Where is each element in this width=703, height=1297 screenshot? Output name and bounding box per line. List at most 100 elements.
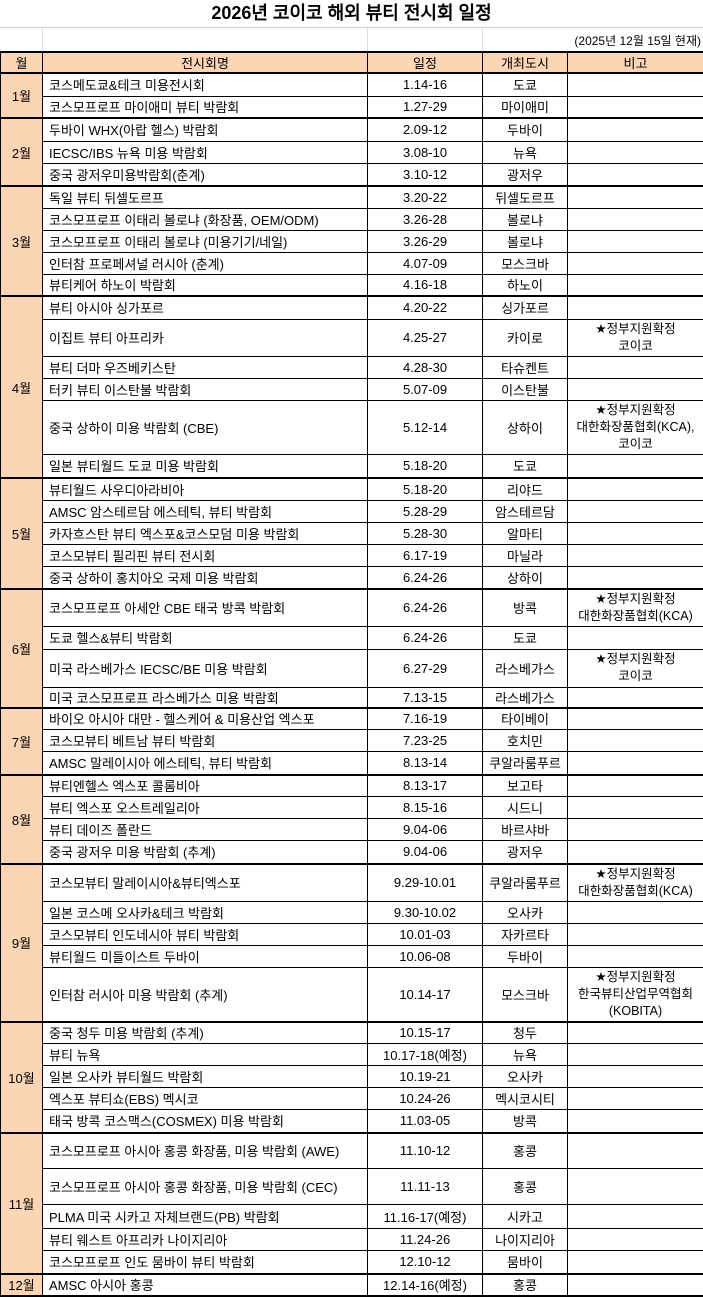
month-cell: 6월 xyxy=(1,589,43,708)
exhibition-note xyxy=(568,841,703,864)
exhibition-date: 4.25-27 xyxy=(368,319,483,356)
exhibition-city: 방콕 xyxy=(483,589,568,626)
exhibition-note xyxy=(568,708,703,730)
exhibition-city: 이스탄불 xyxy=(483,378,568,400)
exhibition-date: 10.15-17 xyxy=(368,1022,483,1044)
exhibition-name: 코스모뷰티 말레이시아&뷰티엑스포 xyxy=(43,864,368,902)
exhibition-name: 일본 뷰티월드 도쿄 미용 박람회 xyxy=(43,454,368,478)
exhibition-city: 방콕 xyxy=(483,1110,568,1133)
exhibition-date: 3.08-10 xyxy=(368,141,483,163)
exhibition-name: 중국 청두 미용 박람회 (추계) xyxy=(43,1022,368,1044)
exhibition-date: 3.10-12 xyxy=(368,163,483,186)
note-line: ★정부지원확정 xyxy=(568,651,703,668)
exhibition-name: 중국 광저우 미용 박람회 (추계) xyxy=(43,841,368,864)
exhibition-name: 일본 오사카 뷰티월드 박람회 xyxy=(43,1066,368,1088)
exhibition-date: 5.18-20 xyxy=(368,454,483,478)
note-line: ★정부지원확정 xyxy=(568,866,703,883)
exhibition-date: 6.17-19 xyxy=(368,544,483,566)
exhibition-name: 코스모뷰티 인도네시아 뷰티 박람회 xyxy=(43,924,368,946)
as-of-date: (2025년 12월 15일 현재) xyxy=(574,32,701,49)
exhibition-name: 인터참 러시아 미용 박람회 (추계) xyxy=(43,968,368,1022)
exhibition-note xyxy=(568,1229,703,1251)
exhibition-note xyxy=(568,687,703,708)
exhibition-note xyxy=(568,626,703,649)
exhibition-name: 바이오 아시아 대만 - 헬스케어 & 미용산업 엑스포 xyxy=(43,708,368,730)
exhibition-note xyxy=(568,1088,703,1110)
exhibition-name: 코스모프로프 아시아 홍콩 화장품, 미용 박람회 (CEC) xyxy=(43,1169,368,1205)
exhibition-name: 뷰티 엑스포 오스트레일리아 xyxy=(43,797,368,819)
exhibition-city: 라스베가스 xyxy=(483,687,568,708)
exhibition-city: 하노이 xyxy=(483,274,568,296)
exhibition-date: 11.16-17(예정) xyxy=(368,1205,483,1229)
exhibition-name: 태국 방콕 코스맥스(COSMEX) 미용 박람회 xyxy=(43,1110,368,1133)
month-cell: 10월 xyxy=(1,1022,43,1133)
exhibition-date: 11.03-05 xyxy=(368,1110,483,1133)
exhibition-note xyxy=(568,1205,703,1229)
exhibition-note xyxy=(568,1169,703,1205)
exhibition-name: 두바이 WHX(아랍 헬스) 박람회 xyxy=(43,118,368,141)
exhibition-date: 10.01-03 xyxy=(368,924,483,946)
exhibition-name: 뷰티 아시아 싱가포르 xyxy=(43,296,368,319)
exhibition-name: 인터참 프로페셔널 러시아 (춘계) xyxy=(43,252,368,274)
exhibition-name: 미국 라스베가스 IECSC/BE 미용 박람회 xyxy=(43,649,368,687)
month-cell: 1월 xyxy=(1,73,43,118)
exhibition-note xyxy=(568,752,703,775)
exhibition-date: 3.26-29 xyxy=(368,230,483,252)
header-row: 월 전시회명 일정 개최도시 비고 xyxy=(1,52,703,73)
exhibition-date: 4.20-22 xyxy=(368,296,483,319)
exhibition-city: 볼로냐 xyxy=(483,208,568,230)
exhibition-name: 이집트 뷰티 아프리카 xyxy=(43,319,368,356)
exhibition-name: 엑스포 뷰티쇼(EBS) 멕시코 xyxy=(43,1088,368,1110)
exhibition-city: 홍콩 xyxy=(483,1169,568,1205)
exhibition-name: 중국 광저우미용박람회(춘계) xyxy=(43,163,368,186)
exhibition-note xyxy=(568,163,703,186)
exhibition-name: 카자흐스탄 뷰티 엑스포&코스모덤 미용 박람회 xyxy=(43,522,368,544)
exhibition-city: 암스테르담 xyxy=(483,500,568,522)
exhibition-note xyxy=(568,378,703,400)
exhibition-city: 오사카 xyxy=(483,902,568,924)
exhibition-note xyxy=(568,1110,703,1133)
exhibition-name: 코스모프로프 인도 뭄바이 뷰티 박람회 xyxy=(43,1251,368,1274)
exhibition-date: 3.20-22 xyxy=(368,186,483,208)
note-line: 대한화장품협회(KCA) xyxy=(568,608,703,625)
note-line: ★정부지원확정 xyxy=(568,591,703,608)
exhibition-name: 터키 뷰티 이스탄불 박람회 xyxy=(43,378,368,400)
exhibition-note xyxy=(568,797,703,819)
exhibition-date: 6.24-26 xyxy=(368,566,483,589)
exhibition-city: 오사카 xyxy=(483,1066,568,1088)
exhibition-city: 뉴욕 xyxy=(483,141,568,163)
exhibition-city: 쿠알라룸푸르 xyxy=(483,752,568,775)
exhibition-note xyxy=(568,566,703,589)
exhibition-city: 뭄바이 xyxy=(483,1251,568,1274)
exhibition-name: 도쿄 헬스&뷰티 박람회 xyxy=(43,626,368,649)
month-cell: 5월 xyxy=(1,478,43,589)
month-cell: 7월 xyxy=(1,708,43,775)
header-month: 월 xyxy=(1,52,43,73)
exhibition-city: 나이지리아 xyxy=(483,1229,568,1251)
exhibition-city: 도쿄 xyxy=(483,454,568,478)
exhibition-name: 독일 뷰티 뒤셀도르프 xyxy=(43,186,368,208)
